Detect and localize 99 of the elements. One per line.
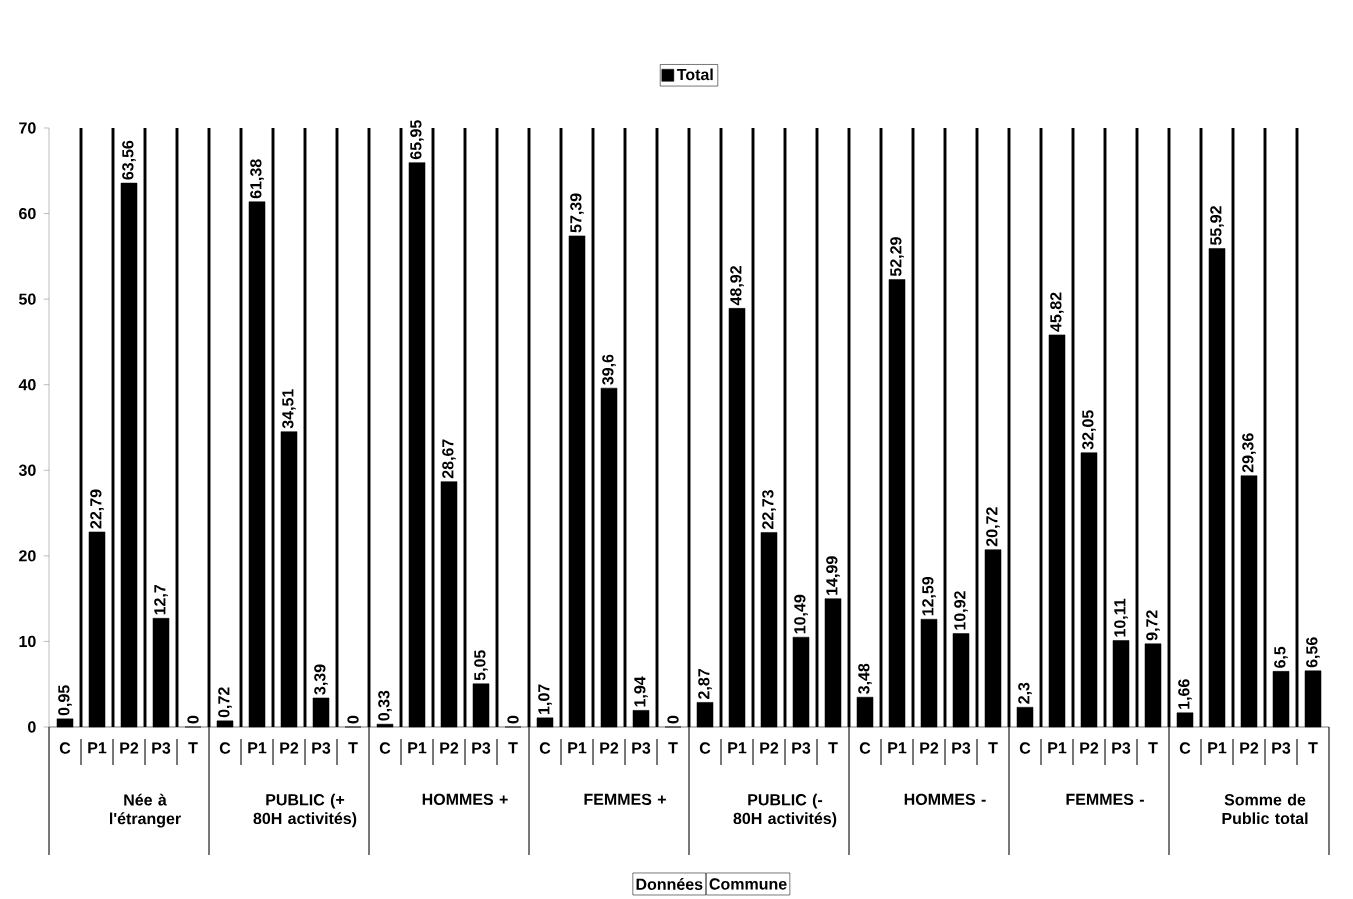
x-tick-label: T bbox=[1308, 742, 1318, 754]
x-tick-label: C bbox=[1019, 742, 1031, 754]
text: Données bbox=[636, 878, 703, 890]
data-label: 0 bbox=[347, 715, 359, 724]
x-tick-label: C bbox=[379, 742, 391, 754]
x-tick-label: P3 bbox=[632, 742, 651, 754]
data-label: 20,72 bbox=[986, 507, 1000, 547]
x-tick-label: P1 bbox=[728, 742, 747, 754]
data-label: 29,36 bbox=[1242, 433, 1256, 473]
y-tick-label: 10 bbox=[19, 635, 36, 648]
text: Née à l'étranger bbox=[109, 793, 181, 828]
y-tick-label: 50 bbox=[19, 293, 36, 305]
text: FEMMES - bbox=[1066, 793, 1144, 806]
y-tick-label: 0 bbox=[28, 721, 36, 733]
data-label: 2,3 bbox=[1018, 682, 1032, 704]
x-tick-label: P3 bbox=[792, 742, 811, 754]
y-tick-label: 30 bbox=[18, 464, 36, 476]
text: Somme de Public total bbox=[1222, 793, 1308, 825]
text: PUBLIC (- 80H activités) bbox=[733, 793, 837, 828]
text: Commune bbox=[709, 878, 787, 890]
data-label: 12,7 bbox=[154, 584, 168, 615]
x-tick-label: P2 bbox=[280, 742, 299, 754]
data-label: 39,6 bbox=[602, 354, 616, 385]
x-tick-label: P2 bbox=[600, 742, 619, 754]
legend-label: Total bbox=[676, 68, 713, 81]
x-tick-label: T bbox=[828, 742, 838, 754]
data-label: 9,72 bbox=[1146, 610, 1160, 641]
text: FEMMES + bbox=[584, 793, 666, 806]
x-tick-label: C bbox=[59, 742, 71, 754]
data-label: 34,51 bbox=[282, 389, 296, 429]
data-label: 6,56 bbox=[1306, 637, 1320, 668]
data-label: 1,07 bbox=[538, 684, 552, 714]
data-label: 12,59 bbox=[922, 576, 936, 616]
x-tick-label: T bbox=[508, 742, 518, 754]
data-label: 63,56 bbox=[122, 140, 136, 180]
data-label: 10,11 bbox=[1114, 598, 1128, 637]
x-tick-label: P2 bbox=[760, 742, 779, 754]
data-label: 32,05 bbox=[1082, 410, 1096, 450]
x-tick-label: P1 bbox=[408, 742, 427, 754]
x-tick-label: P3 bbox=[952, 742, 971, 754]
x-tick-label: P1 bbox=[888, 742, 907, 754]
data-label: 3,48 bbox=[858, 663, 872, 694]
x-tick-label: T bbox=[668, 742, 678, 754]
y-tick-label: 60 bbox=[19, 207, 36, 220]
data-label: 0 bbox=[187, 715, 199, 724]
text: PUBLIC (+ 80H activités) bbox=[253, 793, 357, 828]
data-label: 14,99 bbox=[826, 556, 840, 595]
data-label: 65,95 bbox=[410, 120, 424, 160]
x-tick-label: T bbox=[988, 742, 998, 754]
x-tick-label: P1 bbox=[1048, 742, 1067, 754]
data-label: 10,49 bbox=[794, 594, 808, 634]
data-label: 10,92 bbox=[954, 591, 968, 630]
x-tick-label: P3 bbox=[472, 742, 491, 754]
data-label: 1,66 bbox=[1178, 679, 1192, 709]
data-label: 57,39 bbox=[570, 193, 584, 233]
data-label: 55,92 bbox=[1210, 206, 1224, 246]
data-label: 48,92 bbox=[730, 266, 744, 306]
x-tick-label: T bbox=[1148, 742, 1158, 754]
text: HOMMES - bbox=[904, 793, 986, 806]
x-tick-label: C bbox=[219, 742, 231, 754]
data-label: 22,79 bbox=[90, 489, 104, 529]
data-label: 2,87 bbox=[698, 669, 712, 699]
x-tick-label: T bbox=[348, 742, 358, 754]
data-label: 45,82 bbox=[1050, 292, 1064, 332]
x-tick-label: C bbox=[699, 742, 711, 754]
x-tick-label: P3 bbox=[1272, 742, 1291, 754]
x-tick-label: P2 bbox=[120, 742, 139, 754]
data-label: 61,38 bbox=[250, 159, 264, 199]
x-tick-label: P2 bbox=[1240, 742, 1259, 754]
x-tick-label: T bbox=[188, 742, 198, 754]
data-label: 0,72 bbox=[218, 687, 232, 718]
data-label: 22,73 bbox=[762, 490, 776, 529]
data-label: 3,39 bbox=[314, 664, 328, 695]
x-tick-label: P3 bbox=[152, 742, 171, 754]
data-label: 52,29 bbox=[890, 237, 904, 277]
x-tick-label: C bbox=[1179, 742, 1191, 754]
data-label: 0,95 bbox=[58, 685, 72, 716]
y-tick-label: 20 bbox=[19, 550, 36, 562]
x-tick-label: P2 bbox=[440, 742, 459, 754]
x-tick-label: P1 bbox=[568, 742, 587, 754]
x-tick-label: P1 bbox=[248, 742, 267, 754]
x-tick-label: C bbox=[859, 742, 871, 754]
x-tick-label: P3 bbox=[1112, 742, 1131, 754]
data-label: 0 bbox=[507, 715, 519, 724]
x-tick-label: P3 bbox=[312, 742, 331, 754]
data-label: 1,94 bbox=[634, 676, 648, 707]
data-label: 28,67 bbox=[442, 439, 456, 479]
x-tick-label: P1 bbox=[1208, 742, 1227, 754]
x-tick-label: P1 bbox=[88, 742, 107, 754]
x-tick-label: P2 bbox=[1080, 742, 1099, 754]
y-tick-label: 70 bbox=[19, 122, 36, 134]
data-label: 0,33 bbox=[378, 690, 392, 721]
data-label: 5,05 bbox=[474, 650, 488, 681]
text: HOMMES + bbox=[422, 793, 508, 806]
data-label: 0 bbox=[667, 715, 679, 724]
x-tick-label: C bbox=[539, 742, 551, 754]
x-tick-label: P2 bbox=[920, 742, 939, 754]
data-label: 6,5 bbox=[1274, 646, 1288, 668]
y-tick-label: 40 bbox=[18, 379, 36, 391]
